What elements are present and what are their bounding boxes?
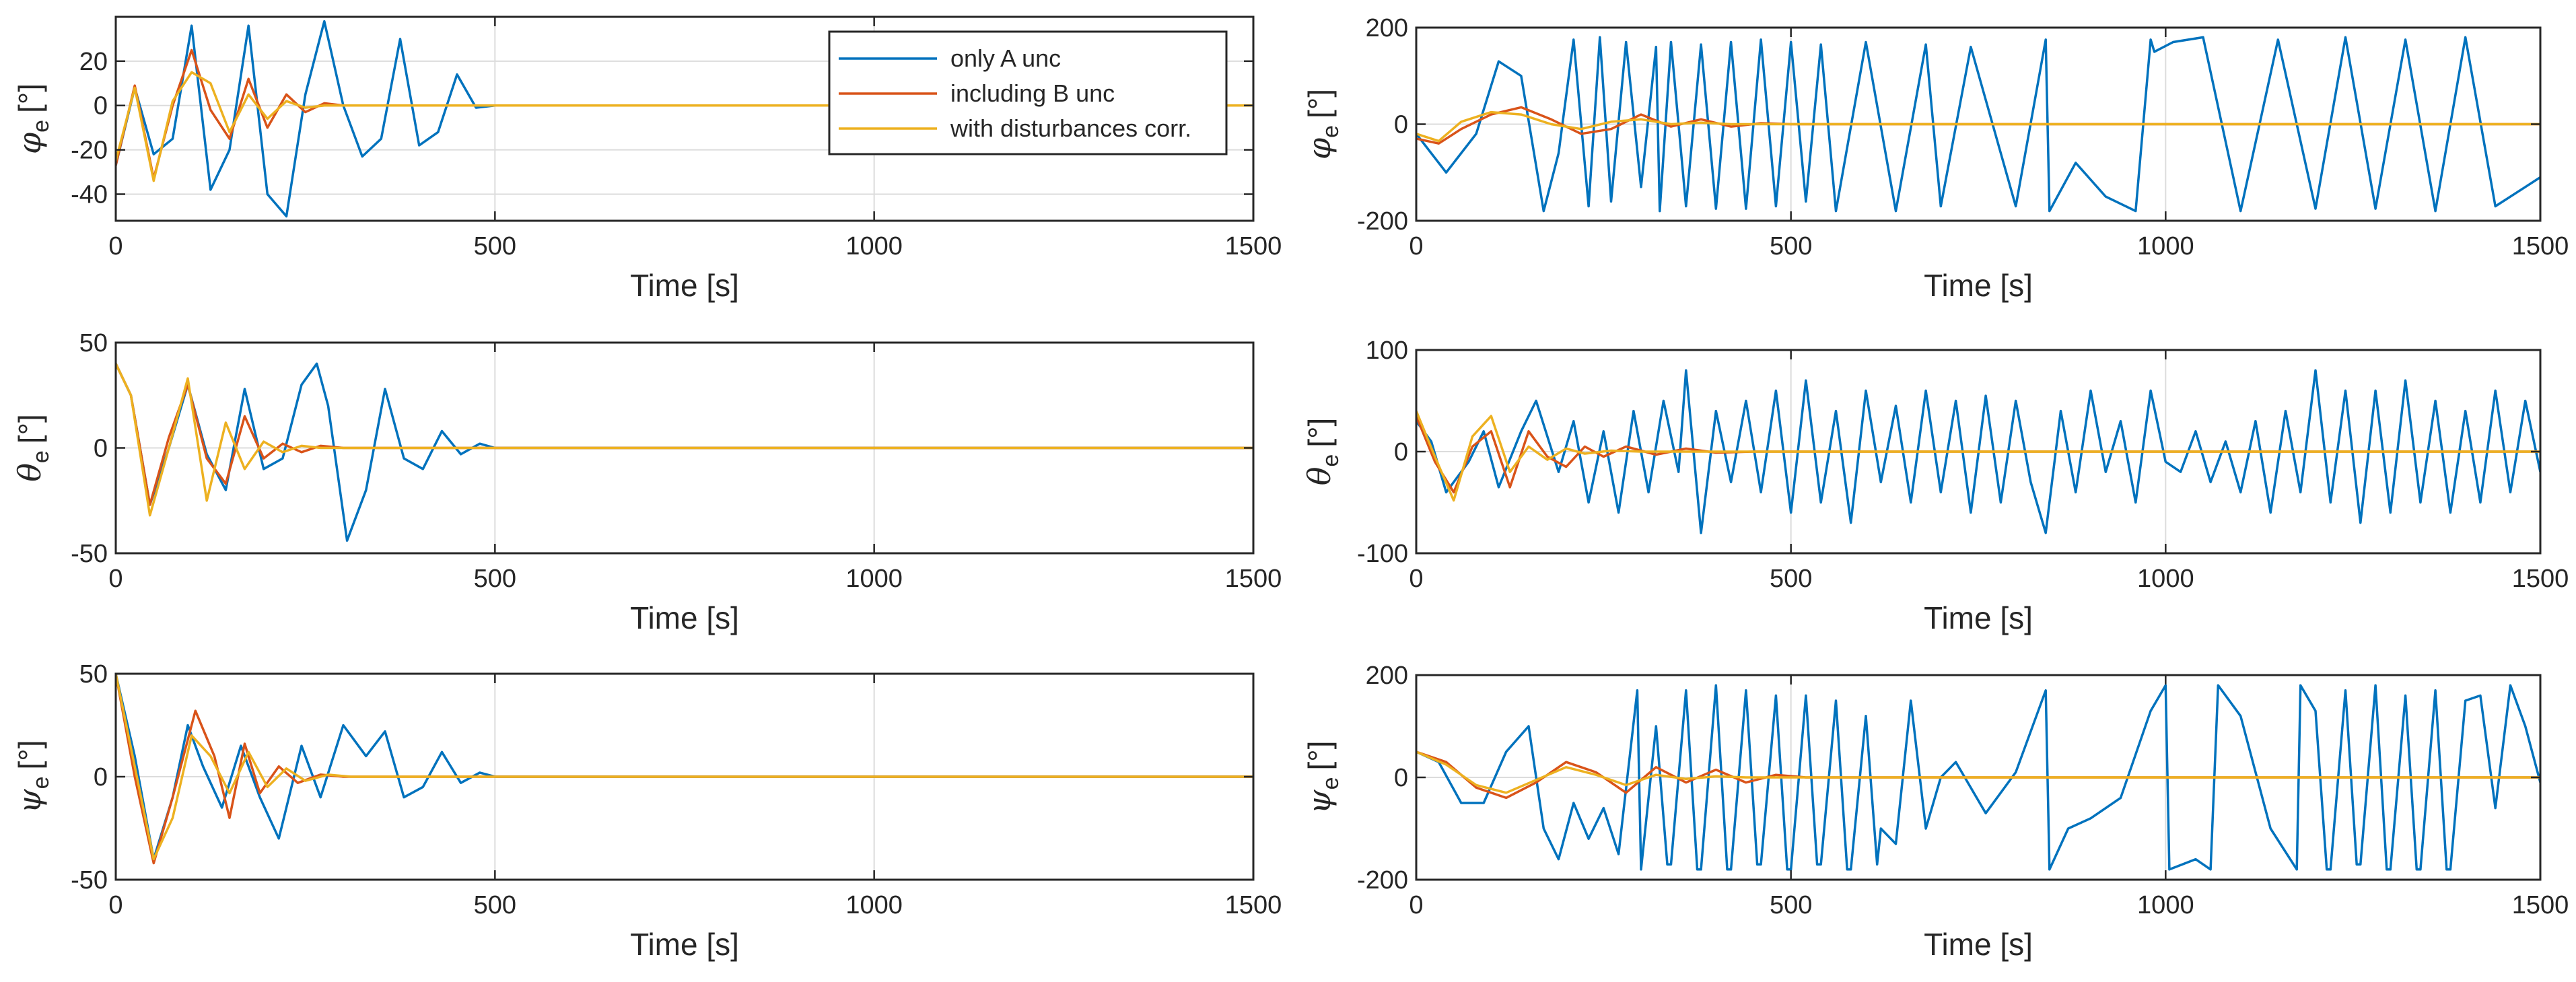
y-axis-symbol: φ — [11, 132, 48, 154]
y-axis-label: θe [°] — [11, 414, 54, 482]
series-line-with-disturbances-corr- — [1416, 110, 2540, 143]
x-tick-label: 0 — [1409, 232, 1423, 260]
y-tick-label: 50 — [79, 660, 108, 689]
x-tick-label: 0 — [1409, 565, 1423, 593]
y-axis-label: φe [°] — [1301, 89, 1344, 160]
x-tick-label: 1000 — [2137, 891, 2194, 919]
y-axis-subscript: e — [1318, 125, 1344, 138]
y-axis-label: ψe [°] — [11, 740, 54, 814]
legend: only A unc including B unc with disturbanc… — [828, 30, 1228, 155]
x-tick-label: 1500 — [2512, 232, 2569, 260]
series-line-only-a-unc — [1416, 36, 2540, 213]
legend-label: including B unc — [950, 79, 1115, 107]
x-tick-label: 1500 — [2512, 565, 2569, 593]
y-tick-label: 100 — [1366, 337, 1408, 365]
x-tick-label: 1500 — [1225, 891, 1282, 919]
y-tick-label: 0 — [1394, 438, 1408, 466]
y-axis-subscript: e — [1318, 454, 1344, 467]
x-axis-label: Time [s] — [630, 600, 739, 635]
y-tick-label: 50 — [79, 329, 108, 357]
y-tick-label: -20 — [71, 137, 108, 165]
legend-label: only A unc — [950, 44, 1061, 72]
y-axis-unit: [°] — [12, 83, 47, 113]
y-axis-unit: [°] — [12, 740, 47, 770]
y-axis-label: ψe [°] — [1301, 741, 1344, 814]
x-tick-label: 0 — [108, 891, 123, 919]
series-line-with-disturbances-corr- — [116, 71, 1253, 182]
y-axis-label: θe [°] — [1301, 418, 1344, 486]
x-axis-label: Time [s] — [630, 927, 739, 962]
y-axis-unit: [°] — [1302, 89, 1337, 118]
y-tick-label: -50 — [71, 866, 108, 895]
y-axis-label: φe [°] — [11, 83, 54, 154]
y-tick-label: -200 — [1357, 207, 1408, 236]
axes-frame — [114, 15, 1255, 222]
y-tick-label: 200 — [1366, 14, 1408, 42]
series-line-only-a-unc — [116, 674, 1253, 861]
x-tick-label: 500 — [1770, 232, 1812, 260]
x-tick-label: 0 — [108, 232, 123, 260]
x-tick-label: 500 — [1770, 891, 1812, 919]
y-axis-subscript: e — [1318, 777, 1344, 790]
y-tick-label: -40 — [71, 180, 108, 209]
x-axis-label: Time [s] — [1924, 927, 2033, 962]
x-tick-label: 1000 — [845, 565, 903, 593]
y-axis-unit: [°] — [12, 414, 47, 444]
axes-phi_left: 0 500 1000 1500 -40 -20 0 20 Time [s] φe [°] only A… — [11, 15, 1282, 303]
series-line-only-a-unc — [116, 20, 1253, 218]
y-tick-label: -200 — [1357, 866, 1408, 895]
y-axis-symbol: ψ — [1301, 789, 1337, 814]
y-axis-unit: [°] — [1302, 418, 1337, 448]
y-axis-symbol: θ — [1301, 467, 1337, 486]
y-axis-subscript: e — [28, 776, 54, 789]
x-tick-label: 500 — [474, 232, 516, 260]
x-tick-label: 500 — [1770, 565, 1812, 593]
x-tick-label: 1000 — [845, 232, 903, 260]
y-axis-unit: [°] — [1302, 741, 1337, 771]
y-tick-label: 0 — [94, 435, 108, 463]
x-tick-label: 1000 — [845, 891, 903, 919]
x-tick-label: 1000 — [2137, 232, 2194, 260]
y-tick-label: -50 — [71, 540, 108, 568]
y-tick-label: 0 — [1394, 111, 1408, 139]
x-tick-label: 1000 — [2137, 565, 2194, 593]
legend-label: with disturbances corr. — [950, 114, 1191, 142]
y-axis-symbol: φ — [1301, 137, 1337, 160]
y-axis-subscript: e — [28, 120, 54, 133]
x-tick-label: 1500 — [2512, 891, 2569, 919]
y-tick-label: 0 — [94, 92, 108, 120]
x-axis-label: Time [s] — [1924, 268, 2033, 303]
x-tick-label: 0 — [1409, 891, 1423, 919]
series-line-with-disturbances-corr- — [116, 363, 1253, 517]
y-tick-label: 20 — [79, 48, 108, 76]
y-tick-label: 200 — [1366, 662, 1408, 690]
y-tick-label: 0 — [94, 763, 108, 792]
x-axis-label: Time [s] — [630, 268, 739, 303]
x-tick-label: 500 — [474, 891, 516, 919]
series-line-only-a-unc — [1416, 684, 2540, 871]
x-tick-label: 0 — [108, 565, 123, 593]
y-axis-subscript: e — [28, 450, 54, 463]
x-axis-label: Time [s] — [1924, 600, 2033, 635]
x-tick-label: 1500 — [1225, 565, 1282, 593]
series-line-with-disturbances-corr- — [1416, 410, 2540, 502]
y-tick-label: -100 — [1357, 540, 1408, 568]
series-line-only-a-unc — [1416, 369, 2540, 534]
y-axis-symbol: ψ — [11, 788, 48, 813]
y-axis-symbol: θ — [11, 463, 48, 482]
x-tick-label: 500 — [474, 565, 516, 593]
series-line-with-disturbances-corr- — [1416, 750, 2540, 794]
series-line-with-disturbances-corr- — [116, 674, 1253, 861]
y-tick-label: 0 — [1394, 764, 1408, 792]
x-tick-label: 1500 — [1225, 232, 1282, 260]
